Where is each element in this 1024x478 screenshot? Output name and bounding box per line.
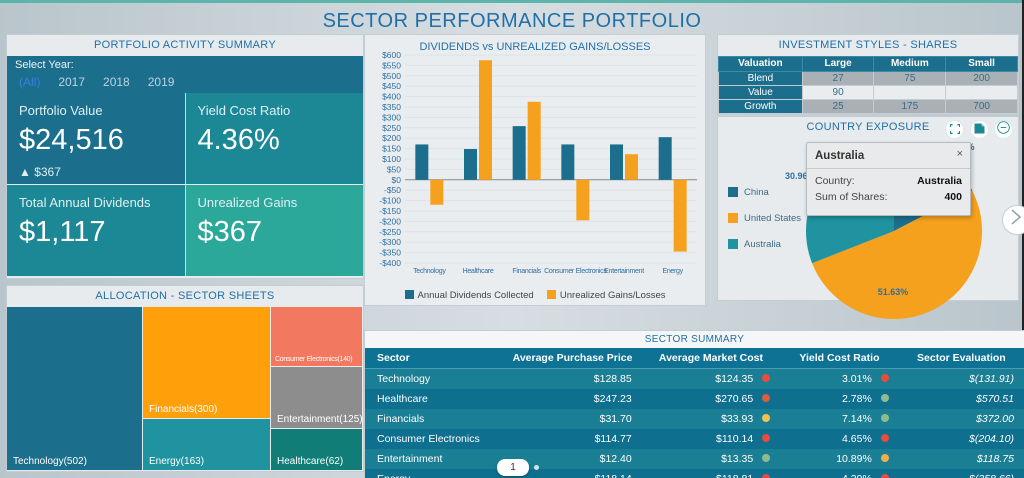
svg-text:-$300: -$300 xyxy=(379,237,401,247)
svg-text:Entertainment: Entertainment xyxy=(604,268,644,275)
svg-text:Energy: Energy xyxy=(662,268,683,275)
svg-text:$150: $150 xyxy=(382,144,401,154)
svg-text:$50: $50 xyxy=(387,164,401,174)
svg-text:51.63%: 51.63% xyxy=(878,287,909,297)
svg-text:$550: $550 xyxy=(382,60,401,70)
svg-text:$200: $200 xyxy=(382,133,401,143)
svg-text:$500: $500 xyxy=(382,71,401,81)
svg-text:-$50: -$50 xyxy=(384,185,401,195)
svg-text:Healthcare: Healthcare xyxy=(463,268,494,275)
svg-text:-$350: -$350 xyxy=(379,248,401,258)
svg-text:$350: $350 xyxy=(382,102,401,112)
svg-text:-$100: -$100 xyxy=(379,196,401,206)
svg-text:Technology: Technology xyxy=(413,268,446,275)
svg-text:-$400: -$400 xyxy=(379,258,401,268)
svg-text:Consumer Electronics: Consumer Electronics xyxy=(544,268,607,275)
svg-text:-$200: -$200 xyxy=(379,216,401,226)
svg-text:$250: $250 xyxy=(382,123,401,133)
svg-text:$0: $0 xyxy=(392,175,402,185)
svg-text:$400: $400 xyxy=(382,92,401,102)
svg-text:$300: $300 xyxy=(382,112,401,122)
svg-text:$450: $450 xyxy=(382,81,401,91)
svg-text:-$150: -$150 xyxy=(379,206,401,216)
svg-text:-$250: -$250 xyxy=(379,227,401,237)
svg-text:Financials: Financials xyxy=(512,268,541,275)
svg-text:$100: $100 xyxy=(382,154,401,164)
